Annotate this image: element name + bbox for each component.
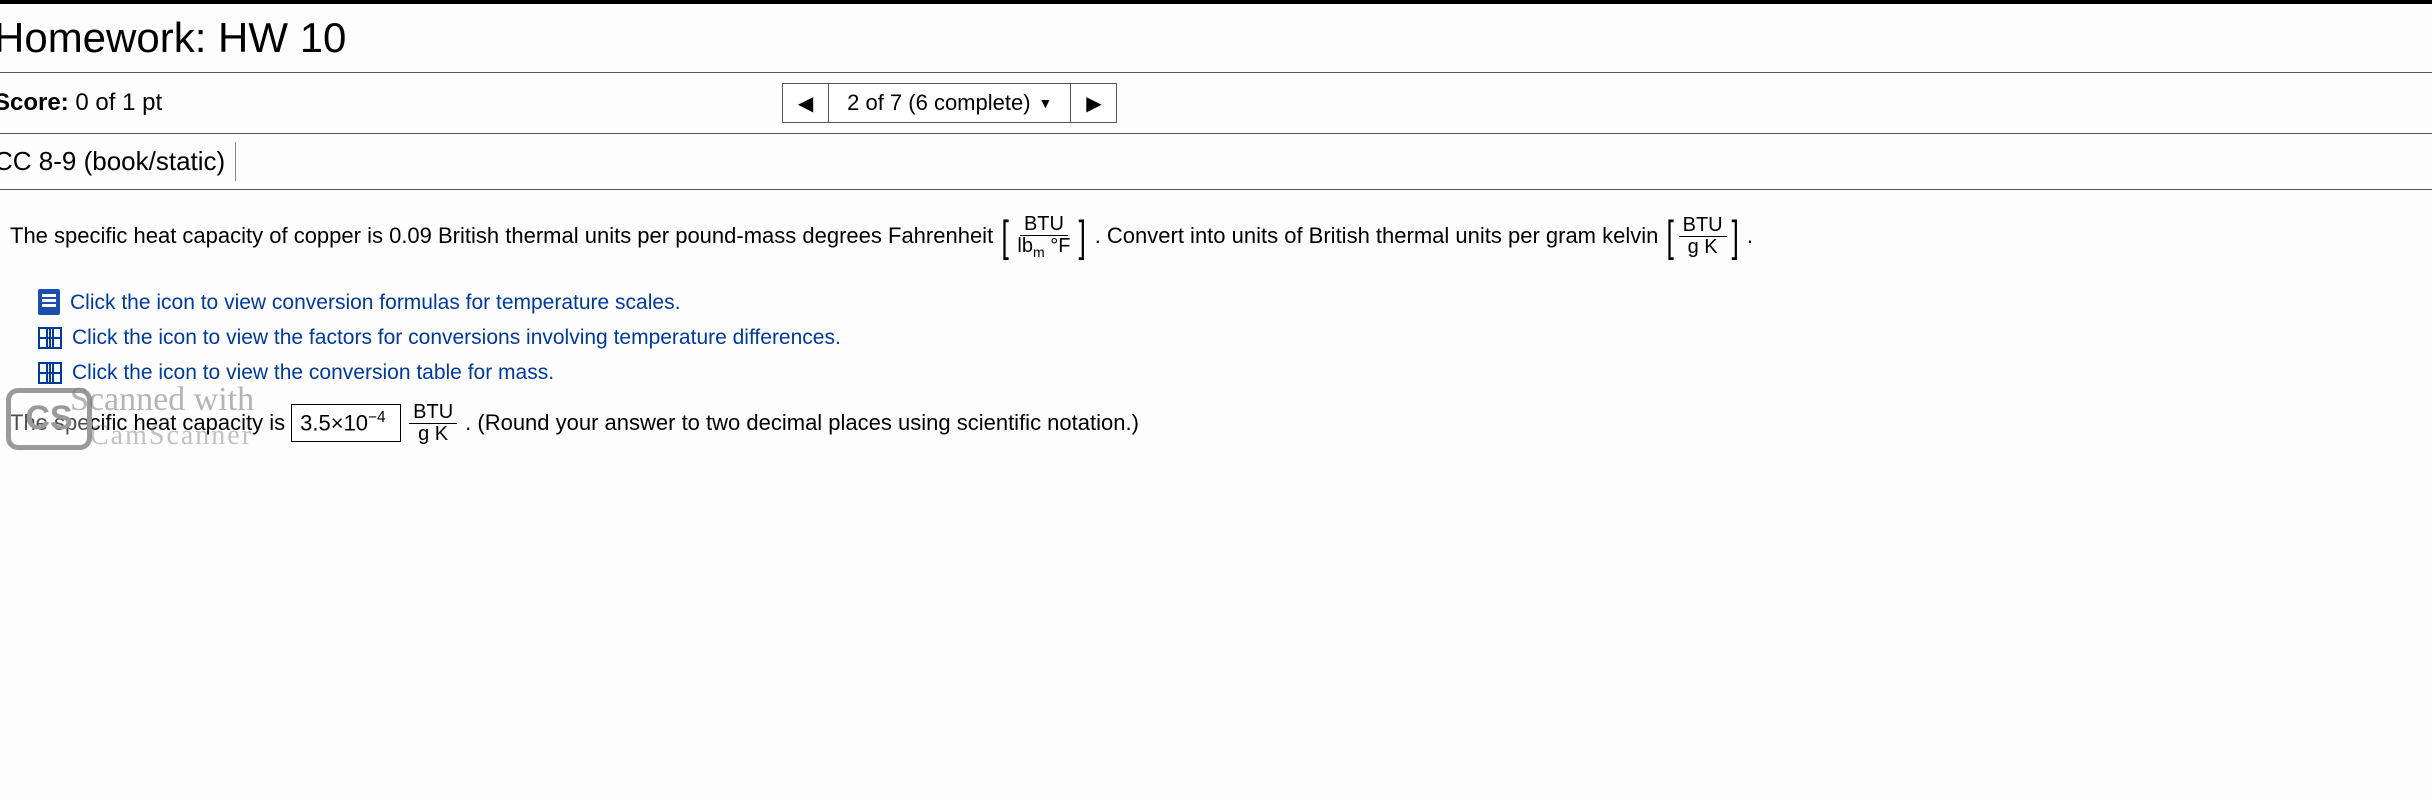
unit-fraction-1: [ BTU lbm °F ] <box>999 214 1089 260</box>
answer-frac-num: BTU <box>409 402 457 424</box>
chevron-left-icon: ◀ <box>798 91 813 116</box>
link-text: Click the icon to view the factors for c… <box>72 323 841 352</box>
position-text: 2 of 7 (6 complete) <box>847 90 1030 116</box>
link-temperature-formulas[interactable]: Click the icon to view conversion formul… <box>38 288 2422 317</box>
question-text: The specific heat capacity of copper is … <box>10 214 2422 260</box>
chevron-down-icon: ▼ <box>1039 95 1053 111</box>
question-part3: . <box>1747 221 1753 252</box>
unit-fraction-2: [ BTU g K ] <box>1664 215 1740 258</box>
answer-unit-fraction: BTU g K <box>409 402 457 445</box>
page-title: Homework: HW 10 <box>0 14 2432 62</box>
chevron-right-icon: ▶ <box>1086 91 1101 116</box>
frac1-num: BTU <box>1020 214 1068 236</box>
answer-lead: The specific heat capacity is <box>10 408 285 439</box>
answer-tail: . (Round your answer to two decimal plac… <box>465 408 1139 439</box>
problem-id: CC 8-9 (book/static) <box>0 142 236 181</box>
link-text: Click the icon to view conversion formul… <box>70 288 680 317</box>
question-nav: ◀ 2 of 7 (6 complete) ▼ ▶ <box>782 83 1117 123</box>
table-icon <box>38 362 62 384</box>
answer-frac-den: g K <box>414 424 452 445</box>
score-label: Score: <box>0 89 69 116</box>
frac2-num: BTU <box>1679 215 1727 237</box>
link-text: Click the icon to view the conversion ta… <box>72 358 554 387</box>
question-part2: . Convert into units of British thermal … <box>1095 221 1659 252</box>
answer-line: CS Scanned with CamScanner The specific … <box>10 402 2422 445</box>
formula-icon <box>38 289 60 315</box>
link-temperature-differences[interactable]: Click the icon to view the factors for c… <box>38 323 2422 352</box>
frac2-den: g K <box>1684 237 1722 258</box>
prev-button[interactable]: ◀ <box>783 84 829 122</box>
table-icon <box>38 327 62 349</box>
answer-exponent: −4 <box>368 409 386 426</box>
answer-value: 3.5×10 <box>300 411 368 436</box>
link-mass-table[interactable]: Click the icon to view the conversion ta… <box>38 358 2422 387</box>
question-part1: The specific heat capacity of copper is … <box>10 221 993 252</box>
score-display: Score: 0 of 1 pt <box>0 89 162 117</box>
answer-input[interactable]: 3.5×10−4 <box>291 404 401 442</box>
next-button[interactable]: ▶ <box>1070 84 1116 122</box>
frac1-den: lbm °F <box>1013 236 1074 260</box>
score-value: 0 of 1 pt <box>75 89 162 116</box>
question-position-dropdown[interactable]: 2 of 7 (6 complete) ▼ <box>829 84 1070 122</box>
